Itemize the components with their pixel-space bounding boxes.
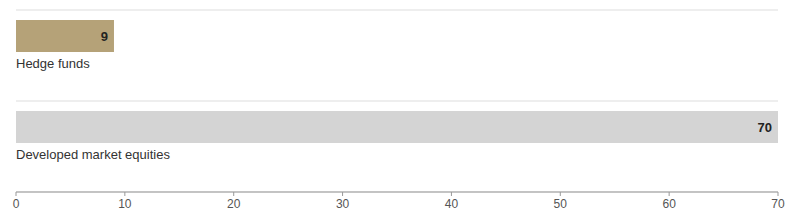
tick [778, 192, 779, 196]
axis-line [16, 192, 778, 193]
data-label: 9 [101, 29, 108, 44]
tick-label: 60 [662, 197, 676, 211]
row-separator [16, 101, 778, 102]
tick [669, 192, 670, 196]
bar [16, 111, 778, 143]
category-label: Hedge funds [16, 56, 90, 71]
category-label: Developed market equities [16, 147, 170, 162]
tick [16, 192, 17, 196]
tick-label: 30 [336, 197, 350, 211]
tick-label: 0 [13, 197, 20, 211]
row-separator [16, 192, 778, 193]
tick [124, 192, 125, 196]
tick [233, 192, 234, 196]
tick-label: 10 [118, 197, 132, 211]
tick-label: 50 [554, 197, 568, 211]
tick-label: 40 [445, 197, 459, 211]
tick [342, 192, 343, 196]
chart: 9 Hedge funds 70 Developed market equities 0… [0, 0, 800, 220]
bar [16, 20, 114, 52]
tick-label: 20 [227, 197, 241, 211]
labels: 9 Hedge funds 70 Developed market equities [16, 29, 772, 163]
x-axis: 0 10 20 30 40 50 60 70 [13, 192, 785, 211]
tick-label: 70 [771, 197, 785, 211]
row-separator [16, 10, 778, 11]
tick [560, 192, 561, 196]
data-label: 70 [758, 120, 772, 135]
bars [16, 20, 778, 143]
tick [451, 192, 452, 196]
